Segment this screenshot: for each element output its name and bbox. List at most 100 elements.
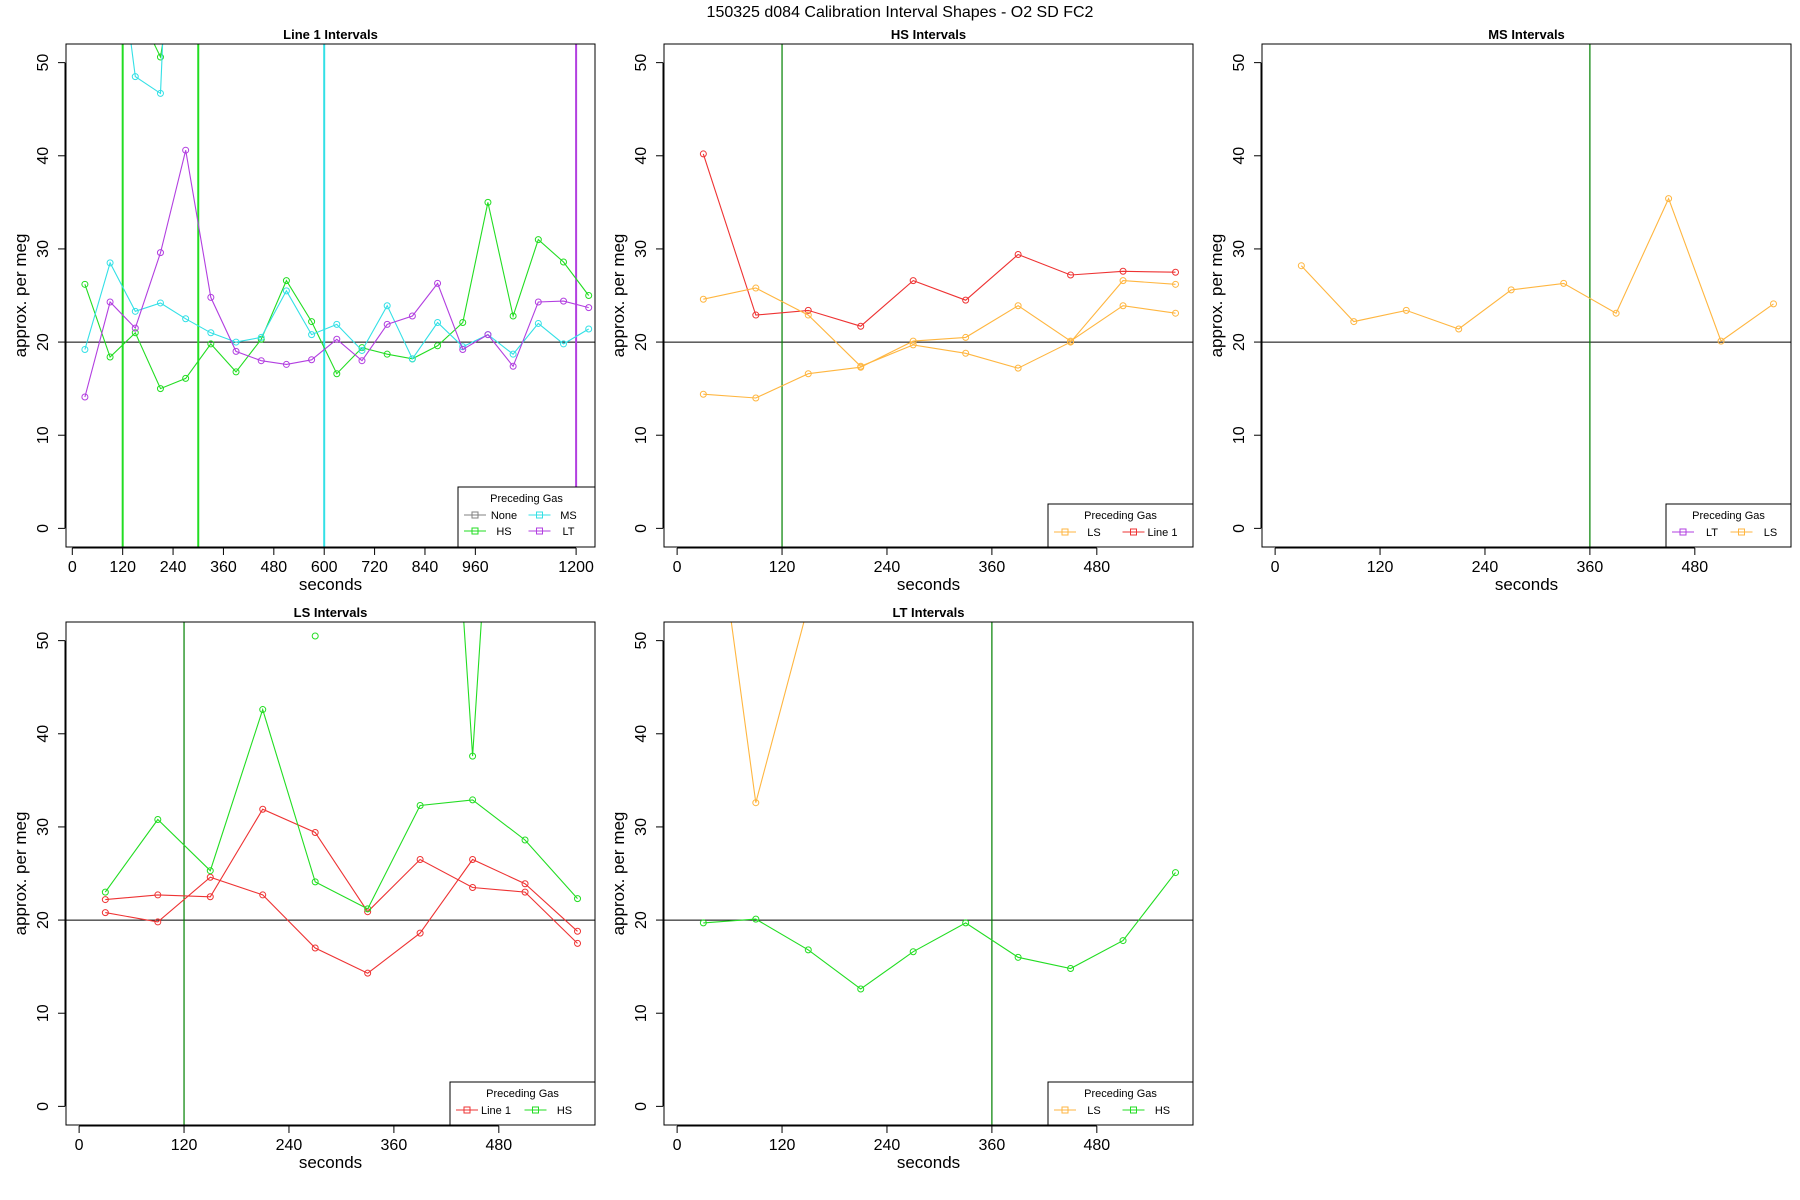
data-point bbox=[1297, 262, 1305, 270]
legend-swatch-marker bbox=[463, 1106, 471, 1114]
x-tick-label: 120 bbox=[769, 559, 796, 576]
y-tick-label: 10 bbox=[1231, 426, 1248, 444]
series-line-ms bbox=[130, 44, 164, 95]
x-tick-label: 480 bbox=[1083, 1137, 1110, 1154]
legend: Preceding Gas LS Line 1 bbox=[1047, 503, 1194, 548]
y-tick-label: 50 bbox=[633, 54, 650, 72]
data-point bbox=[364, 905, 372, 913]
x-tick-label: 0 bbox=[75, 1137, 84, 1154]
data-point bbox=[156, 299, 164, 307]
data-point bbox=[521, 880, 529, 888]
data-point bbox=[131, 307, 139, 315]
y-tick-label: 40 bbox=[35, 725, 52, 743]
x-axis: 0 120 240 360 480 600 720 840 960 1200 bbox=[68, 547, 594, 576]
data-point bbox=[509, 312, 517, 320]
data-point bbox=[383, 350, 391, 358]
data-point bbox=[804, 370, 812, 378]
legend-swatch-marker bbox=[532, 1106, 539, 1114]
data-point bbox=[534, 236, 542, 244]
data-point bbox=[469, 796, 477, 804]
series-line-line-1 bbox=[105, 858, 578, 974]
plot-frame bbox=[65, 621, 596, 1126]
legend-box bbox=[1047, 1081, 1194, 1126]
y-tick-label: 40 bbox=[633, 725, 650, 743]
data-point bbox=[521, 888, 529, 896]
data-point bbox=[560, 297, 568, 305]
x-tick-label: 1200 bbox=[558, 559, 594, 576]
data-point bbox=[308, 356, 316, 364]
plot-area bbox=[664, 622, 1193, 1125]
data-point bbox=[1172, 268, 1180, 276]
legend-entry-label: LS bbox=[1087, 1105, 1100, 1117]
data-point bbox=[699, 390, 707, 398]
data-point bbox=[1119, 267, 1127, 275]
data-point bbox=[131, 329, 139, 337]
legend-swatch-marker bbox=[1061, 528, 1069, 536]
y-tick-label: 0 bbox=[1231, 524, 1248, 533]
data-point bbox=[106, 353, 114, 361]
series-line-hs bbox=[703, 872, 1176, 990]
y-tick-label: 20 bbox=[35, 911, 52, 929]
data-point bbox=[469, 856, 477, 864]
data-point bbox=[509, 350, 517, 358]
series-line-hs bbox=[463, 622, 482, 757]
data-point bbox=[752, 394, 760, 402]
x-tick-label: 240 bbox=[874, 559, 901, 576]
x-tick-label: 960 bbox=[462, 559, 489, 576]
y-tick-label: 30 bbox=[1231, 240, 1248, 258]
y-tick-label: 50 bbox=[35, 54, 52, 72]
data-point bbox=[1455, 325, 1463, 333]
data-point bbox=[207, 340, 215, 348]
data-point bbox=[81, 346, 89, 354]
x-tick-label: 240 bbox=[1472, 559, 1499, 576]
data-point bbox=[1014, 953, 1022, 961]
data-point bbox=[1067, 337, 1075, 345]
x-tick-label: 0 bbox=[673, 559, 682, 576]
data-point bbox=[311, 878, 319, 886]
y-tick-label: 40 bbox=[35, 147, 52, 165]
x-tick-label: 360 bbox=[979, 1137, 1006, 1154]
x-axis: 0 120 240 360 480 bbox=[75, 1125, 512, 1154]
data-point bbox=[207, 293, 215, 301]
data-point bbox=[534, 298, 542, 306]
data-point bbox=[509, 362, 517, 370]
y-tick-label: 50 bbox=[35, 632, 52, 650]
data-point bbox=[308, 318, 316, 326]
data-point bbox=[182, 315, 190, 323]
x-tick-label: 120 bbox=[109, 559, 136, 576]
chart-title: LT Intervals bbox=[892, 605, 964, 620]
data-point bbox=[1507, 286, 1515, 294]
y-axis-label: approx. per meg bbox=[609, 812, 628, 936]
data-point bbox=[333, 335, 341, 343]
plot-frame bbox=[1261, 43, 1792, 548]
y-tick-label: 40 bbox=[1231, 147, 1248, 165]
data-point bbox=[1172, 280, 1180, 288]
plot-frame bbox=[663, 621, 1194, 1126]
y-tick-label: 10 bbox=[35, 1004, 52, 1022]
data-point bbox=[232, 338, 240, 346]
data-point bbox=[574, 895, 582, 903]
data-point bbox=[469, 883, 477, 891]
data-point bbox=[311, 944, 319, 952]
legend-box bbox=[457, 486, 596, 548]
x-tick-label: 240 bbox=[276, 1137, 303, 1154]
data-point bbox=[206, 893, 214, 901]
data-point bbox=[257, 333, 265, 341]
data-point bbox=[752, 799, 760, 807]
x-axis-label: seconds bbox=[299, 1153, 362, 1172]
chart-title: MS Intervals bbox=[1488, 27, 1565, 42]
legend-swatch-marker bbox=[536, 511, 543, 519]
data-point bbox=[1172, 309, 1180, 317]
data-point bbox=[358, 346, 366, 354]
data-point bbox=[154, 891, 162, 899]
legend-entry-label: LS bbox=[1764, 527, 1777, 539]
x-tick-label: 840 bbox=[412, 559, 439, 576]
y-tick-label: 20 bbox=[1231, 333, 1248, 351]
y-axis-label: approx. per meg bbox=[11, 234, 30, 358]
data-point bbox=[358, 357, 366, 365]
y-tick-label: 50 bbox=[1231, 54, 1248, 72]
legend-entry-label: HS bbox=[496, 526, 511, 538]
x-tick-label: 240 bbox=[160, 559, 187, 576]
data-point bbox=[962, 349, 970, 357]
x-tick-label: 120 bbox=[171, 1137, 198, 1154]
